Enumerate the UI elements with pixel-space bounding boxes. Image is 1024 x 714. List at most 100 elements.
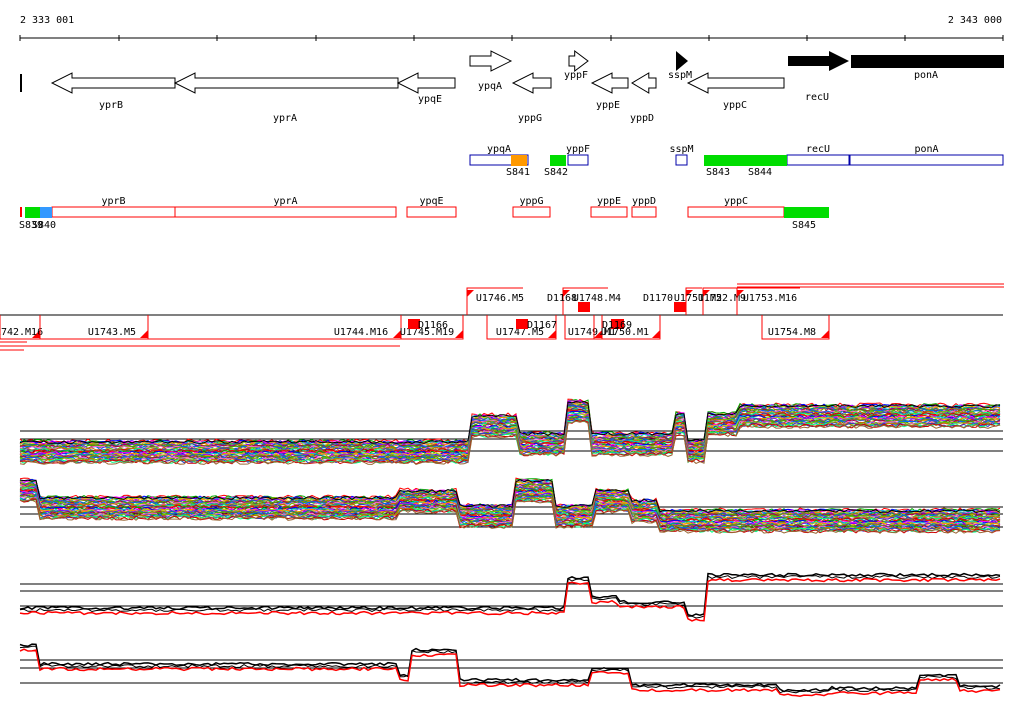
gene-arrow-track: yprB yprA ypqE ypqA yppG yppF yppE yppD sspM yppC… xyxy=(20,49,1004,124)
forward-site-label: S844 xyxy=(748,167,772,178)
forward-gene-ypqA[interactable]: ypqA xyxy=(469,144,529,166)
gene-arrow-yppD[interactable]: yppD xyxy=(630,72,657,124)
gene-arrow-label: recU xyxy=(805,92,829,103)
forward-site-S844[interactable]: S844 xyxy=(744,155,787,178)
reverse-site-S845[interactable]: S845 xyxy=(784,207,829,231)
gene-arrow-label: yprA xyxy=(273,113,297,124)
reverse-gene-box xyxy=(174,206,397,218)
gene-arrow-shape xyxy=(788,51,849,71)
segment-flag xyxy=(563,290,570,297)
segment-U1748.M4[interactable]: U1748.M4 xyxy=(562,287,621,315)
forward-site-box xyxy=(744,155,787,166)
gene-arrow-yprA[interactable]: yprA xyxy=(173,72,399,124)
forward-site-label: S843 xyxy=(706,167,730,178)
gene-arrow-shape xyxy=(469,50,513,72)
segment-bracket xyxy=(562,287,608,315)
forward-gene-sspM[interactable]: sspM xyxy=(669,144,694,166)
reverse-site-box xyxy=(784,207,829,218)
segment-D1166[interactable]: D1166 xyxy=(408,319,448,331)
gene-arrow-shape xyxy=(676,51,688,71)
gene-arrow-label: ypqE xyxy=(418,94,442,105)
reverse-gene-box xyxy=(631,206,657,218)
reverse-gene-yppG[interactable]: yppG xyxy=(512,196,551,218)
forward-site-S842[interactable]: S842 xyxy=(544,155,568,178)
segment-block xyxy=(674,302,686,312)
segment-label: U1748.M4 xyxy=(573,293,621,304)
segment-U1747.M5[interactable]: U1747.M5 xyxy=(486,315,557,340)
segment-U1754.M8[interactable]: U1754.M8 xyxy=(761,315,830,340)
signal-trace xyxy=(19,418,1001,463)
reverse-gene-yprA[interactable]: yprA xyxy=(174,196,397,218)
segment-U1752.M9[interactable]: U1752.M9 xyxy=(698,287,746,315)
forward-gene-track: ypqA yppF sspM recU ponA S841 S842 S843 S844 xyxy=(469,144,1004,178)
segment-bracket xyxy=(593,315,661,340)
reverse-gene-yppD[interactable]: yppD xyxy=(631,196,657,218)
reverse-gene-yppC[interactable]: yppC xyxy=(687,196,785,218)
gene-arrow-label: ypqA xyxy=(478,81,502,92)
signal-trace-black xyxy=(19,400,1001,445)
forward-gene-ponA[interactable]: ponA xyxy=(849,144,1004,166)
reverse-gene-box xyxy=(406,206,457,218)
segment-label: U1751.M2 xyxy=(674,293,722,304)
gene-arrow-ponA[interactable]: ponA xyxy=(851,55,1004,81)
segment-U1750.M1[interactable]: U1750.M1 xyxy=(593,315,661,340)
segment-U1753.M16[interactable]: U1753.M16 xyxy=(736,287,800,315)
reverse-gene-box xyxy=(590,206,628,218)
segment-U1746.M5[interactable]: U1746.M5 xyxy=(466,287,524,315)
forward-gene-label: recU xyxy=(806,144,830,155)
segment-D1169[interactable]: D1169 xyxy=(602,319,632,331)
segment-D1170[interactable]: D1170 xyxy=(643,293,686,312)
reverse-site-S840[interactable]: S840 xyxy=(32,207,56,231)
segment-label: U1744.M16 xyxy=(334,327,388,338)
segment-U1743.M5[interactable]: U1743.M5 xyxy=(39,315,149,340)
gene-arrow-yppF[interactable]: yppF xyxy=(564,49,589,81)
segment-label: U1747.M5 xyxy=(496,327,544,338)
gene-arrow-yppE[interactable]: yppE xyxy=(590,72,629,111)
gene-arrow-yppC[interactable]: yppC xyxy=(686,72,785,111)
signal-trace xyxy=(19,407,1001,452)
segment-D1167[interactable]: D1167 xyxy=(516,319,557,331)
forward-gene-yppF[interactable]: yppF xyxy=(566,144,590,166)
forward-site-S841[interactable]: S841 xyxy=(506,155,530,178)
reverse-gene-box xyxy=(51,206,176,218)
gene-arrow-yppG[interactable]: yppG xyxy=(511,72,552,124)
forward-site-label: S842 xyxy=(544,167,568,178)
forward-site-box xyxy=(704,155,744,166)
gene-arrow-recU[interactable]: recU xyxy=(788,51,849,103)
segment-U1745.M19[interactable]: U1745.M19 xyxy=(400,315,464,340)
forward-gene-label: sspM xyxy=(669,144,693,155)
gene-arrow-ypqA[interactable]: ypqA xyxy=(469,50,513,92)
gene-arrow-shape xyxy=(686,72,785,94)
coordinate-end: 2 343 000 xyxy=(948,15,1002,26)
signal-panel-2 xyxy=(19,477,1003,534)
segment-U1749.M1[interactable]: U1749.M1 xyxy=(564,315,616,340)
segment-D1168[interactable]: D1168 xyxy=(547,293,590,312)
forward-gene-label: ponA xyxy=(914,144,938,155)
reverse-site-S839[interactable]: S839 xyxy=(19,207,43,231)
gene-arrow-ypqE[interactable]: ypqE xyxy=(396,72,456,105)
gene-arrow-yprB[interactable]: yprB xyxy=(50,72,176,111)
segment-label: D1169 xyxy=(602,320,632,331)
segment-label: U1750.M1 xyxy=(601,327,649,338)
reverse-gene-yppE[interactable]: yppE xyxy=(590,196,628,218)
gene-arrow-label: ponA xyxy=(914,70,938,81)
gene-arrow-label: yppF xyxy=(564,70,588,81)
segment-flag xyxy=(703,290,710,297)
segment-U1744.M16[interactable]: U1744.M16 xyxy=(147,315,402,340)
reverse-gene-ypqE[interactable]: ypqE xyxy=(406,196,457,218)
forward-site-S843[interactable]: S843 xyxy=(704,155,744,178)
segment-label: U1754.M8 xyxy=(768,327,816,338)
signal-trace xyxy=(19,419,1001,465)
gene-arrow-shape xyxy=(851,55,1004,68)
forward-gene-recU[interactable]: recU xyxy=(786,144,850,166)
signal-trace-black xyxy=(19,572,1001,617)
reverse-site-box xyxy=(40,207,52,218)
segment-block xyxy=(408,319,420,329)
gene-arrow-sspM[interactable]: sspM xyxy=(668,51,692,81)
segment-U1742.M16[interactable]: U1742.M16 xyxy=(0,315,43,340)
segment-U1751.M2[interactable]: U1751.M2 xyxy=(674,287,722,315)
reverse-gene-yprB[interactable]: yprB xyxy=(51,196,176,218)
